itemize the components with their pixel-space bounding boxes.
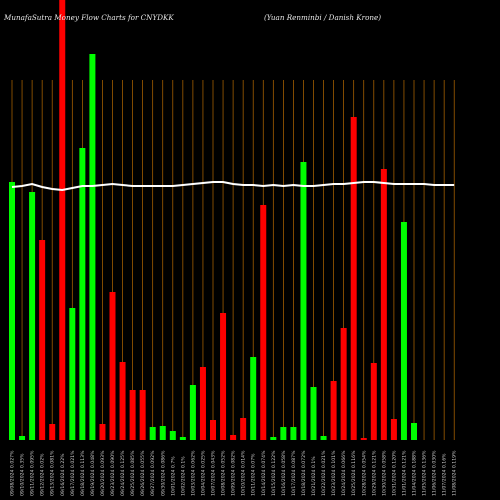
x-tick-label: 09/19/2024 0.048%	[90, 450, 96, 496]
x-tick-label: 11/07/2024 0.16%	[442, 453, 448, 496]
bar	[149, 427, 156, 440]
bar	[380, 169, 387, 440]
x-tick-label: 10/25/2024 0.116%	[351, 450, 357, 496]
x-tick-label: 09/18/2024 0.113%	[80, 450, 86, 496]
bar	[39, 240, 46, 440]
bar	[220, 313, 227, 440]
bar	[129, 390, 136, 440]
bar	[250, 357, 257, 440]
x-tick-label: 11/05/2024 0.136%	[422, 450, 428, 496]
x-tick-label: 10/02/2024 0.1%	[180, 456, 186, 496]
x-tick-label: 09/27/2024 0.092%	[150, 450, 156, 496]
bar	[59, 0, 66, 440]
bar	[79, 148, 86, 440]
bar	[49, 424, 56, 440]
x-tick-label: 10/18/2024 0.072%	[301, 450, 307, 496]
bar	[370, 363, 377, 440]
x-tick-label: 11/01/2024 0.121%	[401, 450, 407, 496]
x-tick-label: 10/22/2024 0.021%	[321, 450, 327, 496]
bar	[139, 390, 146, 440]
x-tick-label: 09/17/2024 0.021%	[70, 450, 76, 496]
bars-group	[9, 0, 417, 440]
x-tick-label: 10/28/2024 0.054%	[361, 450, 367, 496]
x-tick-label: 09/13/2024 0.081%	[50, 450, 56, 496]
x-tick-label: 11/04/2024 0.188%	[412, 450, 418, 496]
bar	[230, 435, 237, 440]
x-tick-label: 10/01/2024 0.7%	[170, 456, 176, 496]
bar	[340, 328, 347, 440]
bar	[411, 423, 417, 440]
x-tick-label: 10/16/2024 0.058%	[281, 450, 287, 496]
money-flow-line	[11, 181, 455, 192]
bar	[330, 381, 337, 440]
bar	[360, 438, 367, 440]
x-tick-label: 09/10/2024 0.35%	[20, 453, 26, 496]
x-tick-label: 09/25/2024 0.085%	[130, 450, 136, 496]
x-tick-label: 10/21/2024 0.1%	[311, 456, 317, 496]
x-tick-label: 11/06/2024 0.030%	[432, 450, 438, 496]
x-tick-label: 09/23/2024 0.090%	[110, 450, 116, 496]
bar	[310, 387, 317, 440]
bar	[320, 436, 327, 440]
chart-subtitle: (Yuan Renminbi / Danish Krone)	[264, 13, 381, 22]
bar	[280, 427, 287, 440]
x-tick-label: 10/11/2024 0.07%	[251, 453, 257, 496]
bar	[69, 308, 76, 440]
x-tick-label: 09/26/2024 0.055%	[140, 450, 146, 496]
x-tick-label: 10/08/2024 0.052%	[221, 450, 227, 496]
bar	[240, 418, 247, 440]
bar	[99, 424, 106, 440]
x-tick-label: 10/07/2024 0.043%	[211, 450, 217, 496]
bar	[270, 437, 277, 440]
bar	[89, 54, 96, 440]
bar	[199, 367, 206, 440]
bar	[290, 427, 297, 440]
x-tick-label: 10/04/2024 0.025%	[200, 450, 206, 496]
x-tick-label: 09/08/2024 0.027%	[10, 450, 16, 496]
x-tick-label: 09/30/2024 0.086%	[160, 450, 166, 496]
x-tick-label: 09/11/2024 0.095%	[30, 450, 36, 496]
x-tick-label: 10/30/2024 0.058%	[381, 450, 387, 496]
bar	[169, 431, 176, 440]
bar	[189, 385, 196, 440]
x-tick-label: 09/20/2024 0.093%	[100, 450, 106, 496]
bar	[210, 420, 216, 440]
x-tick-label: 09/24/2024 0.125%	[120, 450, 126, 496]
bar	[19, 436, 26, 440]
bar	[390, 419, 397, 440]
x-tick-label: 11/08/2024 0.119%	[452, 450, 458, 496]
x-tick-label: 09/12/2024 0.02%	[40, 453, 46, 496]
bar	[400, 222, 407, 440]
x-tick-label: 10/09/2024 0.082%	[231, 450, 237, 496]
x-tick-labels: 09/08/2024 0.027% 09/10/2024 0.35% 09/11/2…	[10, 450, 458, 496]
x-tick-label: 10/31/2024 0.120%	[391, 450, 397, 496]
x-tick-label: 09/16/2024 0.22%	[60, 453, 66, 496]
x-tick-label: 10/23/2024 0.101%	[331, 450, 337, 496]
bar	[29, 192, 36, 440]
x-tick-label: 10/15/2024 0.122%	[271, 450, 277, 496]
x-tick-label: 10/14/2024 0.074%	[261, 450, 267, 496]
bar	[350, 117, 357, 440]
bar	[179, 437, 186, 440]
x-tick-label: 10/24/2024 0.066%	[341, 450, 347, 496]
x-tick-label: 10/03/2024 0.062%	[190, 450, 196, 496]
chart-title: MunafaSutra Money Flow Charts for CNYDKK	[3, 13, 174, 22]
bar	[109, 292, 116, 440]
bar	[260, 205, 267, 440]
bar	[119, 362, 126, 440]
bar	[9, 182, 15, 440]
bar	[159, 426, 166, 440]
x-tick-label: 10/17/2024 0.087%	[291, 450, 297, 496]
bar	[300, 162, 307, 440]
x-tick-label: 10/29/2024 0.121%	[371, 450, 377, 496]
x-tick-label: 10/10/2024 0.014%	[241, 450, 247, 496]
